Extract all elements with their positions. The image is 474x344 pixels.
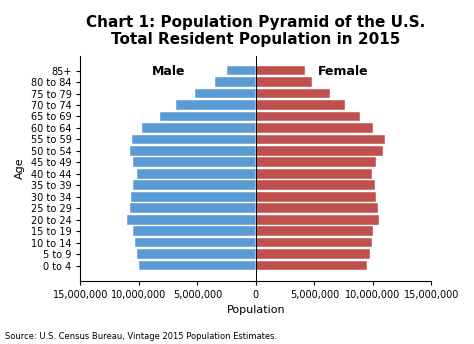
- Bar: [127, 215, 256, 225]
- Bar: [256, 215, 379, 225]
- Bar: [137, 169, 256, 179]
- Bar: [227, 66, 256, 75]
- Bar: [256, 192, 376, 202]
- Bar: [136, 238, 256, 247]
- Bar: [129, 203, 256, 213]
- Bar: [256, 135, 384, 144]
- Y-axis label: Age: Age: [15, 157, 25, 179]
- Bar: [133, 158, 256, 167]
- Bar: [176, 100, 256, 110]
- Bar: [139, 261, 256, 270]
- Bar: [256, 249, 371, 259]
- Bar: [160, 111, 256, 121]
- Bar: [256, 77, 312, 87]
- Bar: [195, 89, 256, 98]
- Bar: [129, 146, 256, 156]
- Bar: [256, 111, 360, 121]
- Text: Female: Female: [318, 65, 369, 78]
- Text: Source: U.S. Census Bureau, Vintage 2015 Population Estimates.: Source: U.S. Census Bureau, Vintage 2015…: [5, 332, 277, 341]
- Title: Chart 1: Population Pyramid of the U.S.
Total Resident Population in 2015: Chart 1: Population Pyramid of the U.S. …: [86, 15, 426, 47]
- Bar: [256, 158, 376, 167]
- Bar: [133, 226, 256, 236]
- Bar: [137, 249, 256, 259]
- Bar: [256, 261, 367, 270]
- Bar: [256, 238, 372, 247]
- Bar: [133, 180, 256, 190]
- X-axis label: Population: Population: [227, 305, 285, 315]
- Bar: [215, 77, 256, 87]
- Bar: [256, 100, 345, 110]
- Bar: [256, 226, 373, 236]
- Bar: [143, 123, 256, 133]
- Text: Male: Male: [151, 65, 185, 78]
- Bar: [256, 66, 305, 75]
- Bar: [256, 123, 373, 133]
- Bar: [256, 146, 383, 156]
- Bar: [256, 169, 372, 179]
- Bar: [256, 89, 329, 98]
- Bar: [256, 203, 377, 213]
- Bar: [256, 180, 375, 190]
- Bar: [132, 135, 256, 144]
- Bar: [131, 192, 256, 202]
